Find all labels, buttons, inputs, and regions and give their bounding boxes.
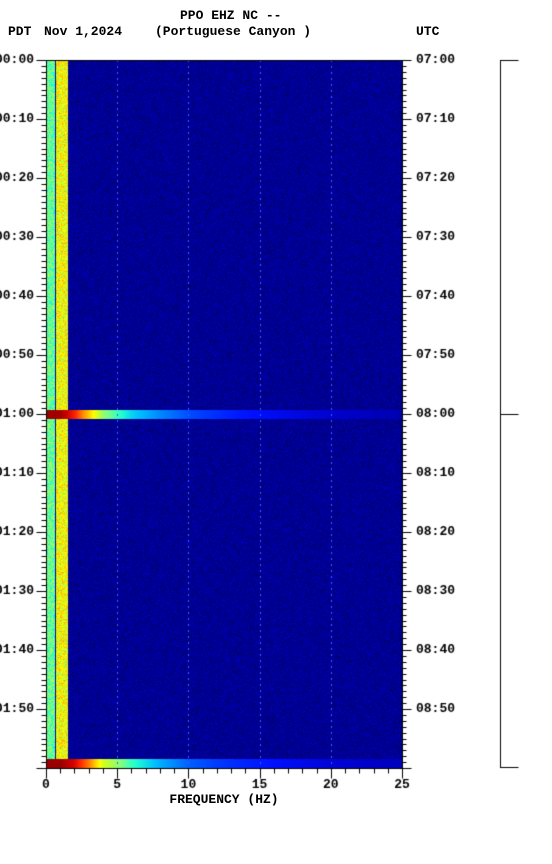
spectrogram-page: { "type": "spectrogram", "header": { "li… [0,0,552,864]
spectrogram-plot [0,0,552,864]
